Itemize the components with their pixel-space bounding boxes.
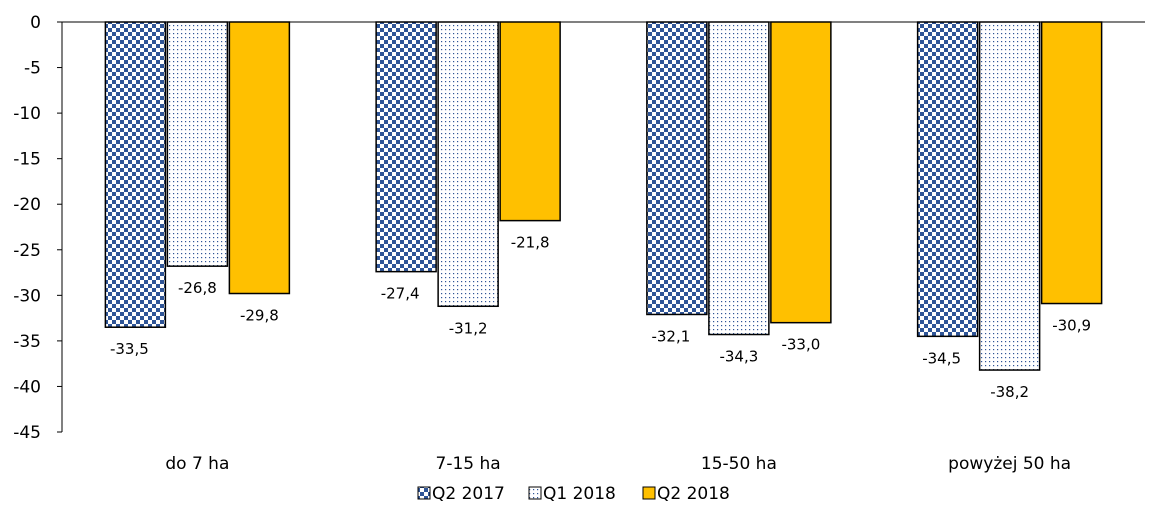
y-axis: 0 -5 -10 -15 -20 -25 -30 -35 -40 -45 [13, 13, 1145, 443]
data-label: -34,3 [719, 348, 758, 366]
bar-q1-2018-3 [978, 21, 1041, 371]
data-label: -38,2 [990, 383, 1029, 401]
data-label: -31,2 [449, 319, 488, 337]
y-tick-label: -20 [13, 195, 41, 215]
bar-q1-2018-2 [708, 21, 770, 336]
data-label: -33,5 [110, 340, 149, 358]
bar-q2-2018-2 [770, 21, 832, 324]
y-tick-label: -15 [13, 150, 41, 170]
bar-q2-2017-3 [916, 21, 979, 338]
data-label: -33,0 [781, 336, 820, 354]
data-label: -26,8 [178, 279, 217, 297]
bar-q2-2017-1 [375, 21, 437, 273]
data-labels-layer: -33,5 -26,8 -29,8 -27,4 -31,2 -21,8 -32,1 -34,3… [110, 234, 1091, 401]
bar-q2-2017-0 [104, 21, 167, 328]
x-category-label: 15-50 ha [701, 454, 777, 474]
legend-label: Q1 2018 [543, 484, 616, 504]
x-axis-labels: do 7 ha 7-15 ha 15-50 ha powyżej 50 ha [165, 454, 1071, 474]
x-category-label: do 7 ha [165, 454, 229, 474]
bar-q1-2018-0 [166, 21, 229, 267]
legend: Q2 2017 Q1 2018 Q2 2018 [417, 484, 730, 504]
y-tick-label: -35 [13, 332, 41, 352]
bar-q2-2017-2 [646, 21, 708, 316]
bar-q2-2018-1 [499, 21, 561, 222]
y-tick-label: -30 [13, 286, 41, 306]
bar-q1-2018-1 [437, 21, 499, 308]
y-tick-label: -40 [13, 377, 41, 397]
bar-q2-2018-3 [1040, 21, 1103, 305]
legend-swatch [417, 486, 431, 500]
legend-label: Q2 2018 [657, 484, 730, 504]
bars-layer [104, 21, 1103, 371]
y-tick-label: -5 [24, 59, 41, 79]
legend-swatch [528, 486, 542, 500]
data-label: -30,9 [1052, 317, 1091, 335]
data-label: -21,8 [511, 234, 550, 252]
bar-q2-2018-0 [228, 21, 291, 295]
data-label: -34,5 [922, 349, 961, 367]
y-tick-label: 0 [30, 13, 41, 33]
y-tick-label: -25 [13, 241, 41, 261]
x-category-label: powyżej 50 ha [948, 454, 1071, 474]
y-tick-label: -10 [13, 104, 41, 124]
data-label: -29,8 [240, 307, 279, 325]
x-category-label: 7-15 ha [436, 454, 501, 474]
legend-label: Q2 2017 [432, 484, 505, 504]
data-label: -32,1 [651, 327, 690, 345]
legend-swatch [642, 486, 656, 500]
data-label: -27,4 [381, 285, 420, 303]
y-tick-label: -45 [13, 423, 41, 443]
